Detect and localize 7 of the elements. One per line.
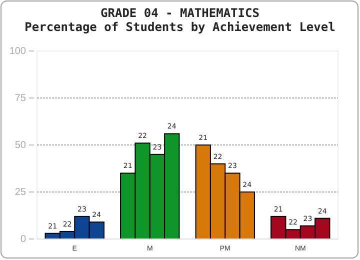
y-tick-label: 50 (14, 140, 26, 152)
chart-title: GRADE 04 - MATHEMATICS (100, 6, 260, 20)
y-tick-label: 100 (9, 46, 26, 58)
y-tick-label: 25 (14, 187, 26, 198)
y-tick-label: 0 (20, 234, 26, 246)
chart-subtitle: Percentage of Students by Achievement Level (24, 20, 336, 34)
y-tick-label: 75 (14, 93, 26, 104)
